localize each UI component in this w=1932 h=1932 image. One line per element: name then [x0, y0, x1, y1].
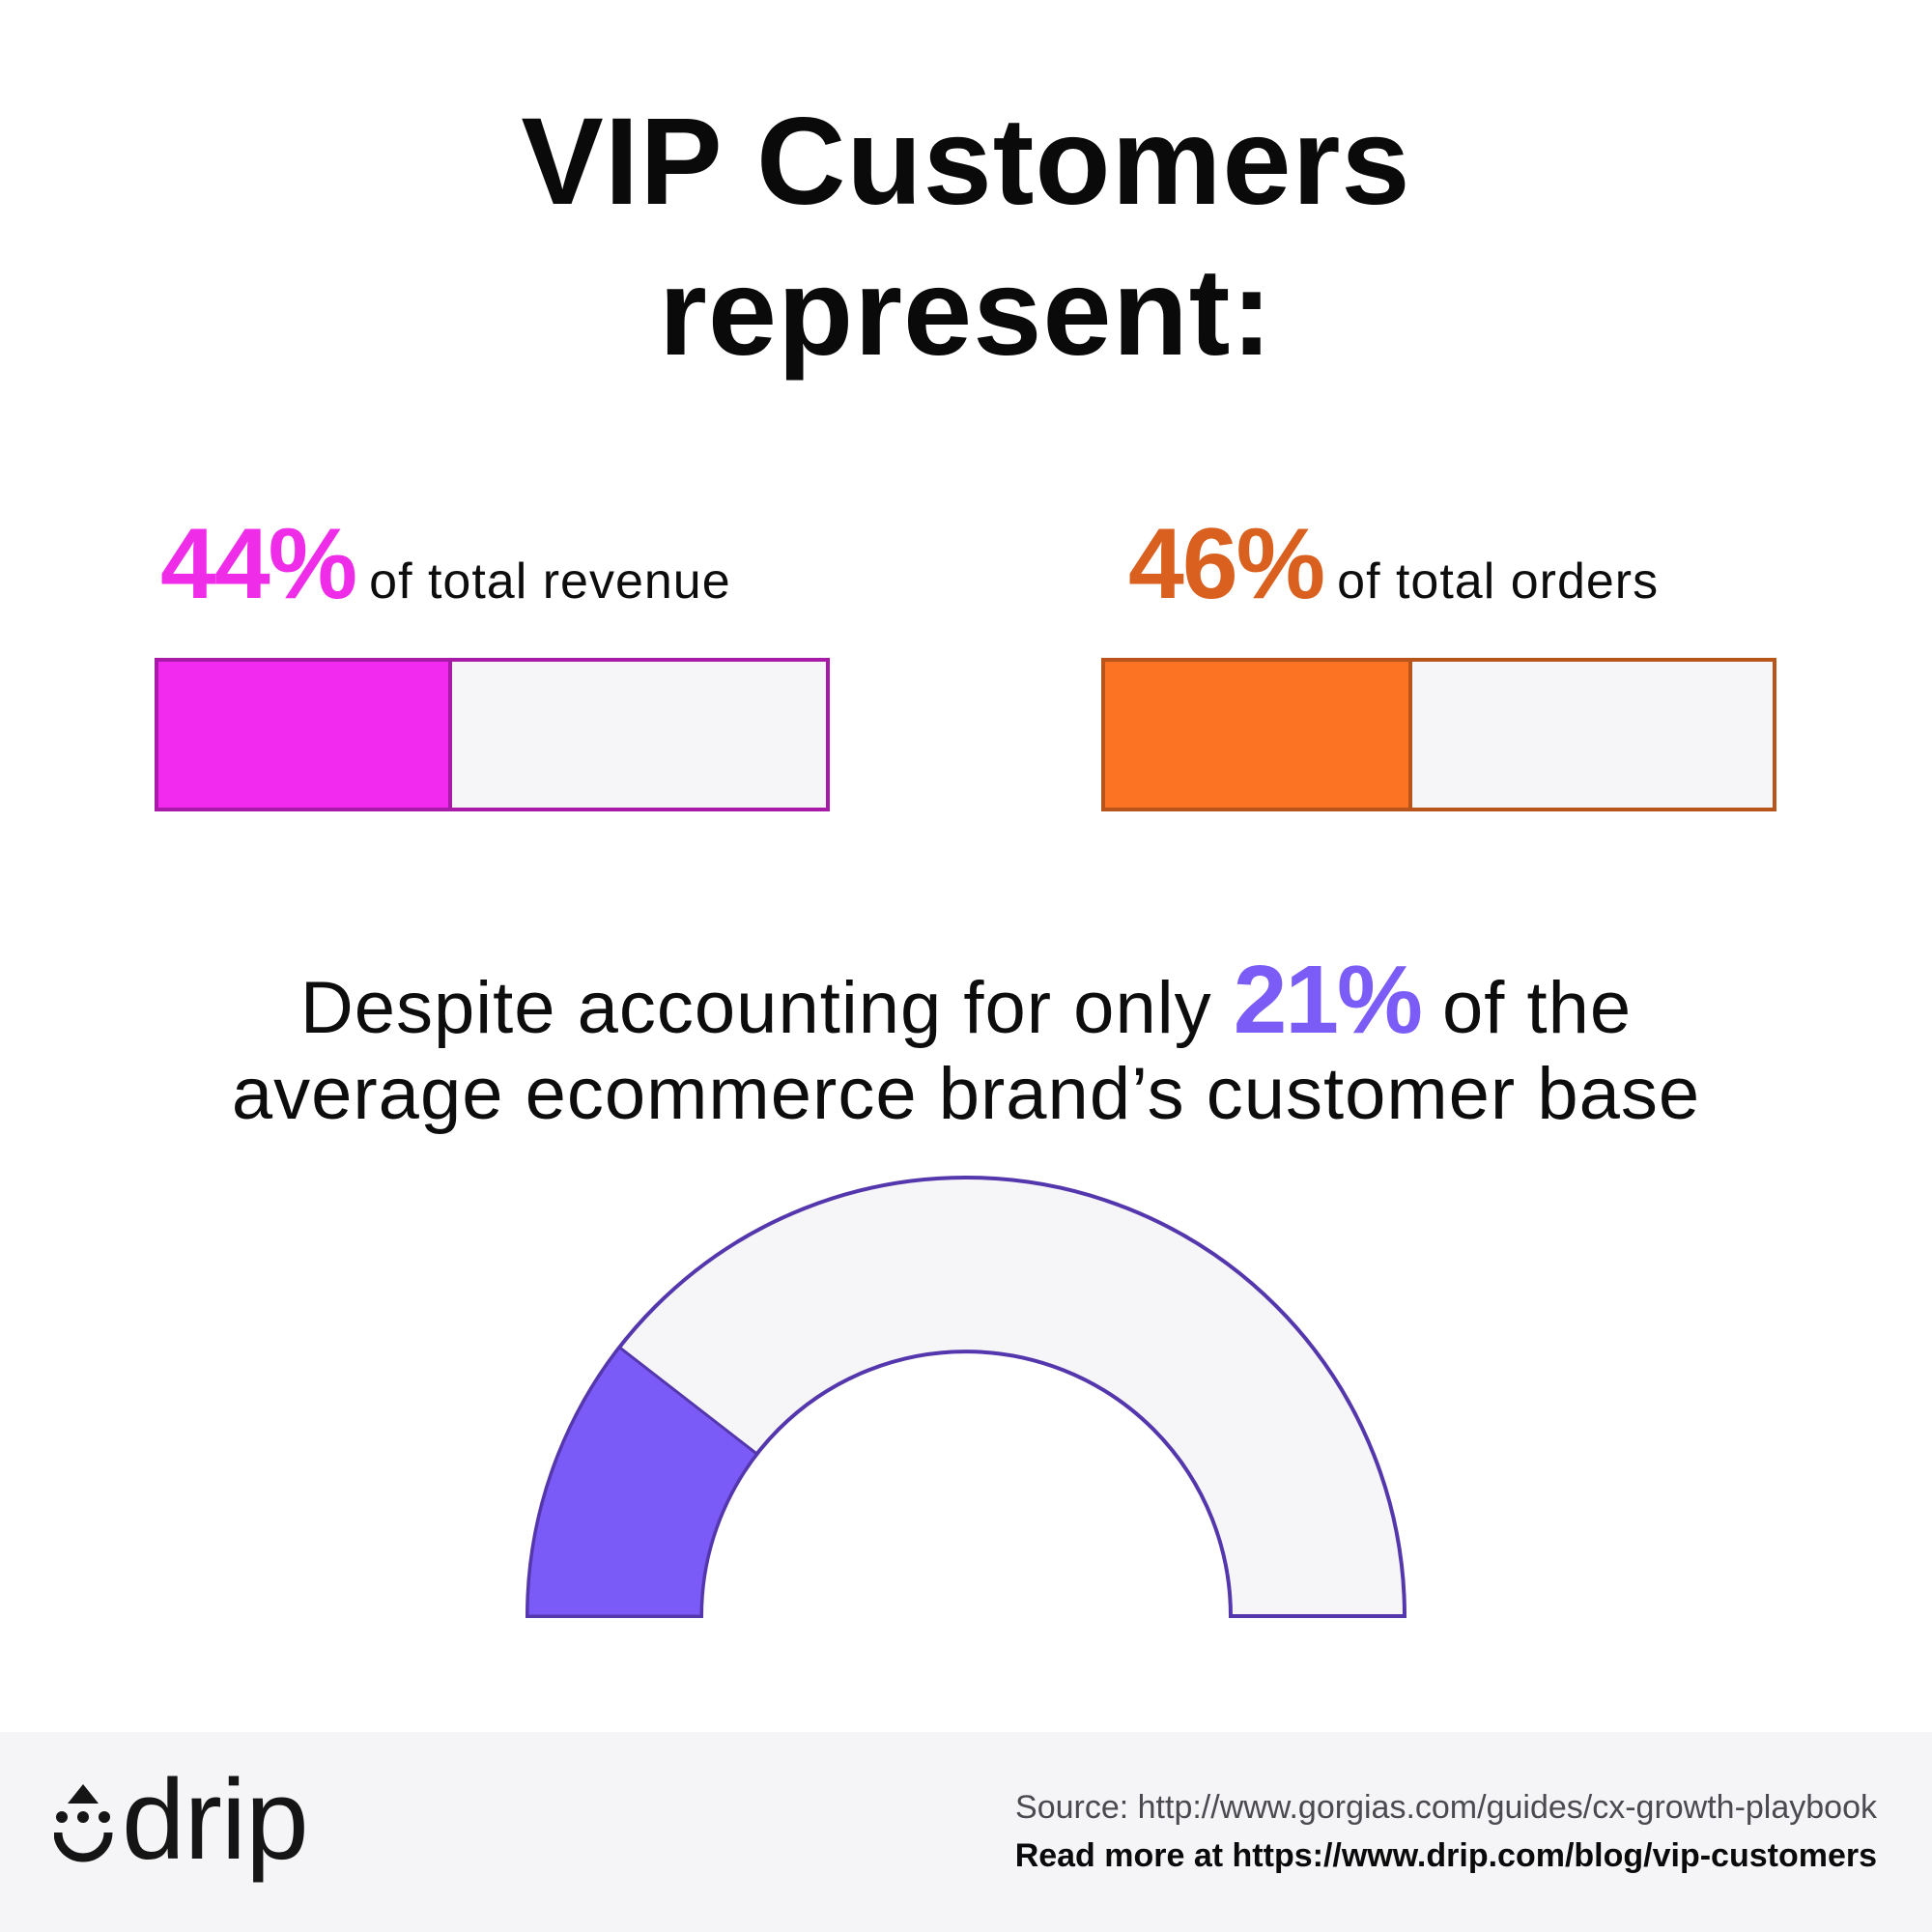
stat-orders-value: 46% — [1128, 508, 1325, 620]
title-line-2: represent: — [659, 243, 1273, 382]
gauge-fill — [526, 1345, 759, 1618]
drip-smiley-icon — [53, 1784, 113, 1862]
stat-revenue-value: 44% — [160, 508, 357, 620]
customer-base-statement-line-2: average ecommerce brand’s customer base — [231, 1053, 1701, 1135]
drip-logo[interactable]: drip — [53, 1763, 334, 1889]
revenue-progress-fill — [158, 662, 453, 808]
orders-progress-fill — [1105, 662, 1412, 808]
statement-highlight: 21% — [1233, 946, 1423, 1054]
gauge-track — [525, 1176, 1407, 1618]
statement-before: Despite accounting for only — [299, 967, 1212, 1049]
drip-wordmark: drip — [122, 1756, 309, 1884]
stat-orders: 46% of total orders — [1128, 514, 1659, 614]
customer-base-statement-line-1: Despite accounting for only 21% of the — [0, 952, 1932, 1048]
source-citation: Source: http://www.gorgias.com/guides/cx… — [1015, 1789, 1877, 1826]
revenue-progress-bar — [155, 658, 830, 811]
stat-orders-label: of total orders — [1337, 554, 1660, 610]
statement-after: of the — [1442, 967, 1633, 1049]
title-line-1: VIP Customers — [521, 93, 1411, 231]
footer: drip Source: http://www.gorgias.com/guid… — [0, 1732, 1932, 1932]
read-more-link[interactable]: Read more at https://www.drip.com/blog/v… — [1014, 1837, 1877, 1874]
stat-revenue-label: of total revenue — [369, 554, 731, 610]
stat-revenue: 44% of total revenue — [160, 514, 731, 614]
orders-progress-bar — [1101, 658, 1776, 811]
